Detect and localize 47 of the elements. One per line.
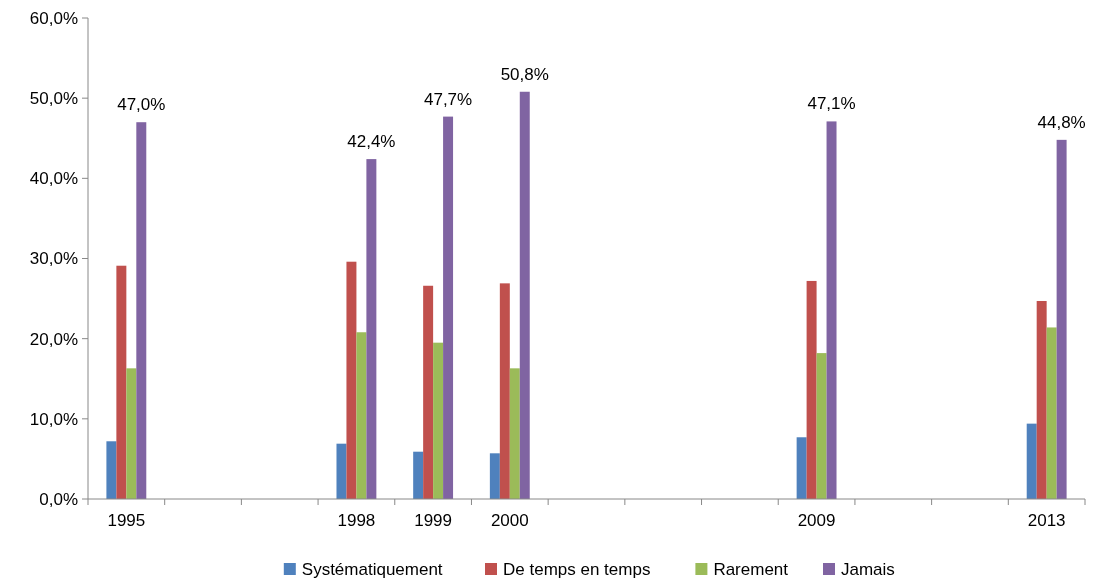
bar <box>796 437 807 499</box>
data-label: 47,7% <box>423 89 473 109</box>
legend-label: Rarement <box>713 559 789 579</box>
x-tick-label: 2009 <box>797 511 836 530</box>
bar <box>136 122 147 499</box>
bar <box>1056 139 1067 499</box>
bar <box>423 285 434 499</box>
data-label: 50,8% <box>500 64 549 84</box>
bar <box>1046 327 1057 499</box>
bar <box>509 368 520 499</box>
y-tick-label: 20,0% <box>29 329 78 349</box>
bar <box>1026 423 1037 499</box>
legend-label: Systématiquement <box>301 559 443 579</box>
data-label: 42,4% <box>347 132 396 152</box>
bar <box>816 353 827 499</box>
legend-label: De temps en temps <box>503 559 651 579</box>
bar <box>116 265 127 499</box>
bar <box>519 91 530 499</box>
y-tick-label: 40,0% <box>29 169 78 189</box>
bar <box>366 159 377 499</box>
data-label: 44,8% <box>1037 112 1086 132</box>
data-label: 47,0% <box>117 95 166 115</box>
bar <box>336 443 347 499</box>
legend-label: Jamais <box>841 559 895 579</box>
bar <box>826 121 837 499</box>
x-tick-label: 1998 <box>337 511 376 530</box>
y-tick-label: 10,0% <box>29 409 78 429</box>
bar <box>499 283 510 499</box>
bar <box>356 332 367 499</box>
bar <box>106 441 117 499</box>
bar <box>443 116 454 499</box>
x-tick-label: 2013 <box>1027 511 1066 530</box>
bar <box>346 261 357 499</box>
data-label: 47,1% <box>807 94 856 114</box>
x-tick-label: 2000 <box>490 511 529 530</box>
y-tick-label: 0,0% <box>39 489 78 509</box>
y-tick-label: 30,0% <box>29 249 78 269</box>
bar <box>1036 300 1047 499</box>
y-tick-label: 50,0% <box>29 89 78 109</box>
bar <box>433 342 444 499</box>
bar <box>126 368 137 499</box>
bar <box>413 451 424 499</box>
x-tick-label: 1995 <box>107 511 146 530</box>
y-tick-label: 60,0% <box>29 8 78 28</box>
bar <box>489 453 500 499</box>
bar <box>806 280 817 499</box>
x-tick-label: 1999 <box>414 511 453 530</box>
